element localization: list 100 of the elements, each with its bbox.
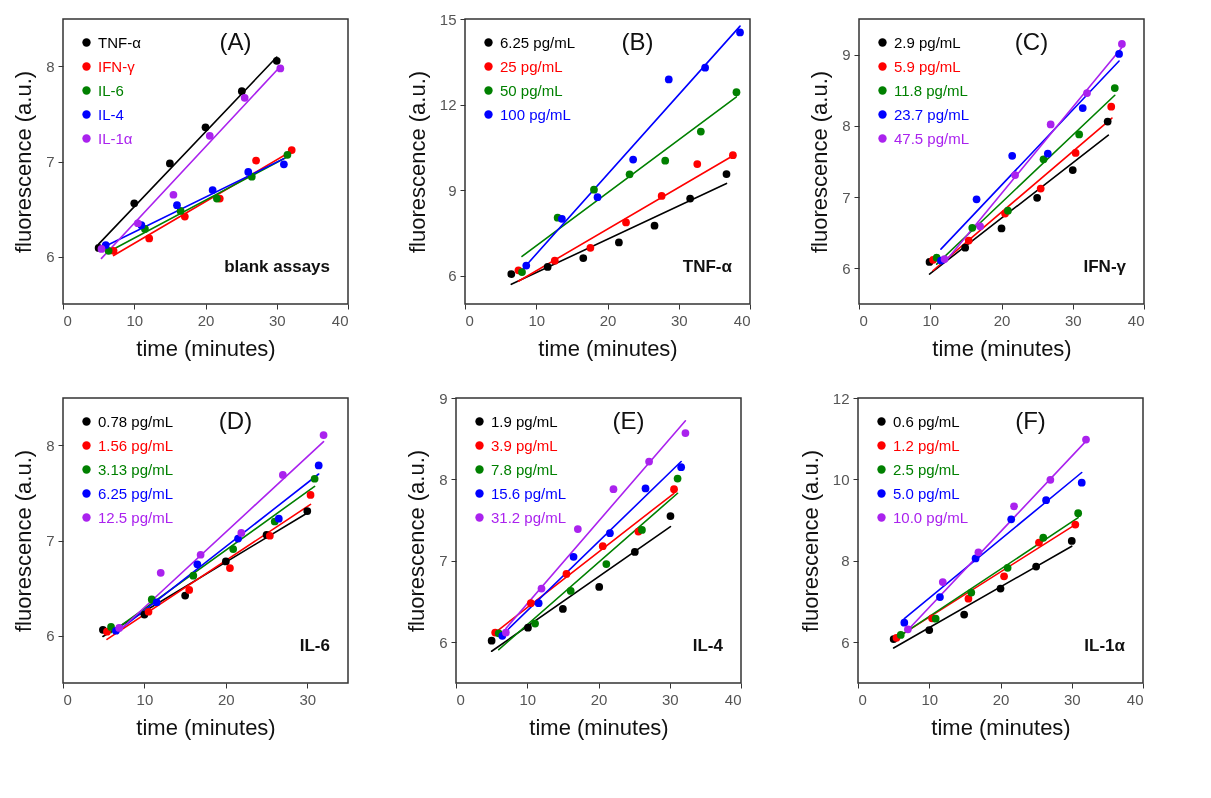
x-tick-label: 0 xyxy=(858,690,867,708)
y-axis-title: fluorescence (a.u.) xyxy=(404,449,430,633)
x-tick-label: 40 xyxy=(1126,690,1144,708)
x-tick-label: 20 xyxy=(218,690,235,708)
legend-label: 5.9 pg/mL xyxy=(894,57,961,75)
y-tick-label: 9 xyxy=(842,46,851,64)
legend-label: 1.9 pg/mL xyxy=(491,412,558,430)
y-tick-label: 6 xyxy=(841,633,850,651)
legend-label: 0.78 pg/mL xyxy=(98,412,174,430)
legend-label: 100 pg/mL xyxy=(500,105,571,123)
y-tick-label: 6 xyxy=(448,267,457,284)
legend-label: 6.25 pg/mL xyxy=(500,33,576,51)
legend-label: 6.25 pg/mL xyxy=(98,484,174,502)
legend-label: 3.13 pg/mL xyxy=(98,460,174,478)
legend-label: 50 pg/mL xyxy=(500,81,563,99)
y-axis-title: fluorescence (a.u.) xyxy=(807,70,833,254)
y-tick-label: 7 xyxy=(439,552,448,570)
y-tick-label: 8 xyxy=(439,470,448,488)
legend-label: 0.6 pg/mL xyxy=(893,412,960,430)
y-tick-label: 9 xyxy=(439,389,448,407)
x-axis-title: time (minutes) xyxy=(931,714,1071,740)
legend-label: 47.5 pg/mL xyxy=(894,129,970,147)
x-axis-title: time (minutes) xyxy=(136,335,276,361)
legend-label: 2.9 pg/mL xyxy=(894,33,961,51)
legend-label: 7.8 pg/mL xyxy=(491,460,558,478)
legend-label: 2.5 pg/mL xyxy=(893,460,960,478)
y-tick-label: 7 xyxy=(46,153,55,170)
y-tick-label: 6 xyxy=(842,259,851,277)
y-tick-label: 12 xyxy=(439,96,457,113)
x-axis-title: time (minutes) xyxy=(529,714,669,740)
annotation: IL-4 xyxy=(692,636,724,655)
y-tick-label: 12 xyxy=(832,389,850,407)
x-tick-label: 20 xyxy=(197,311,215,329)
x-tick-label: 30 xyxy=(1063,690,1081,708)
y-tick-label: 8 xyxy=(842,117,851,135)
x-tick-label: 10 xyxy=(136,690,154,708)
annotation: IL-6 xyxy=(299,636,330,655)
annotation: blank assays xyxy=(224,257,330,276)
y-tick-label: 9 xyxy=(448,181,457,199)
chart-title: (B) xyxy=(621,28,654,55)
x-tick-label: 30 xyxy=(1064,311,1082,329)
y-tick-label: 8 xyxy=(46,58,55,75)
x-tick-label: 20 xyxy=(599,311,617,329)
y-tick-label: 15 xyxy=(439,10,457,28)
y-tick-label: 7 xyxy=(46,532,55,549)
x-tick-label: 40 xyxy=(1127,311,1145,329)
legend-label: 25 pg/mL xyxy=(500,57,563,75)
x-tick-label: 20 xyxy=(992,690,1010,708)
legend-label: TNF-α xyxy=(98,33,142,51)
y-axis-title: fluorescence (a.u.) xyxy=(11,70,37,254)
x-axis-title: time (minutes) xyxy=(932,335,1072,361)
x-tick-label: 10 xyxy=(921,690,939,708)
legend-label: 15.6 pg/mL xyxy=(491,484,567,502)
x-tick-label: 30 xyxy=(299,690,317,708)
y-axis-title: fluorescence (a.u.) xyxy=(11,449,37,633)
x-tick-label: 0 xyxy=(859,311,868,329)
chart-title: (D) xyxy=(218,407,253,434)
annotation: TNF-α xyxy=(682,257,733,276)
chart-title: (C) xyxy=(1014,28,1049,55)
x-tick-label: 0 xyxy=(63,311,72,329)
legend-label: 1.2 pg/mL xyxy=(893,436,960,454)
legend-label: IFN-γ xyxy=(98,57,136,75)
x-tick-label: 0 xyxy=(456,690,465,708)
y-tick-label: 10 xyxy=(832,470,850,488)
y-tick-label: 6 xyxy=(46,627,55,644)
legend-label: 10.0 pg/mL xyxy=(893,508,969,526)
chart-title: (F) xyxy=(1015,407,1046,434)
legend-label: IL-4 xyxy=(98,105,124,123)
x-tick-label: 40 xyxy=(331,311,349,329)
x-tick-label: 20 xyxy=(993,311,1011,329)
x-axis-title: time (minutes) xyxy=(538,335,678,361)
x-tick-label: 30 xyxy=(661,690,679,708)
x-axis-title: time (minutes) xyxy=(136,714,276,740)
annotation: IL-1α xyxy=(1084,636,1126,655)
legend-label: 1.56 pg/mL xyxy=(98,436,174,454)
y-axis-title: fluorescence (a.u.) xyxy=(404,70,430,254)
x-tick-label: 40 xyxy=(724,690,742,708)
chart-title: (E) xyxy=(612,407,645,434)
x-tick-label: 30 xyxy=(670,311,688,329)
y-tick-label: 8 xyxy=(46,437,55,454)
annotation: IFN-γ xyxy=(1083,257,1127,276)
legend-label: 12.5 pg/mL xyxy=(98,508,174,526)
legend-label: IL-1α xyxy=(98,129,133,147)
x-tick-label: 0 xyxy=(63,690,72,708)
x-tick-label: 20 xyxy=(590,690,608,708)
legend-label: 11.8 pg/mL xyxy=(894,81,968,99)
chart-title: (A) xyxy=(219,28,252,55)
x-tick-label: 10 xyxy=(528,311,546,329)
x-tick-label: 10 xyxy=(126,311,144,329)
x-tick-label: 10 xyxy=(922,311,940,329)
x-tick-label: 40 xyxy=(733,311,751,329)
y-tick-label: 8 xyxy=(841,552,850,570)
legend-label: 5.0 pg/mL xyxy=(893,484,960,502)
y-tick-label: 6 xyxy=(439,633,448,651)
legend-label: 23.7 pg/mL xyxy=(894,105,970,123)
x-tick-label: 30 xyxy=(268,311,286,329)
legend-label: 3.9 pg/mL xyxy=(491,436,558,454)
y-tick-label: 7 xyxy=(842,188,851,206)
legend-label: IL-6 xyxy=(98,81,124,99)
y-tick-label: 6 xyxy=(46,248,55,265)
